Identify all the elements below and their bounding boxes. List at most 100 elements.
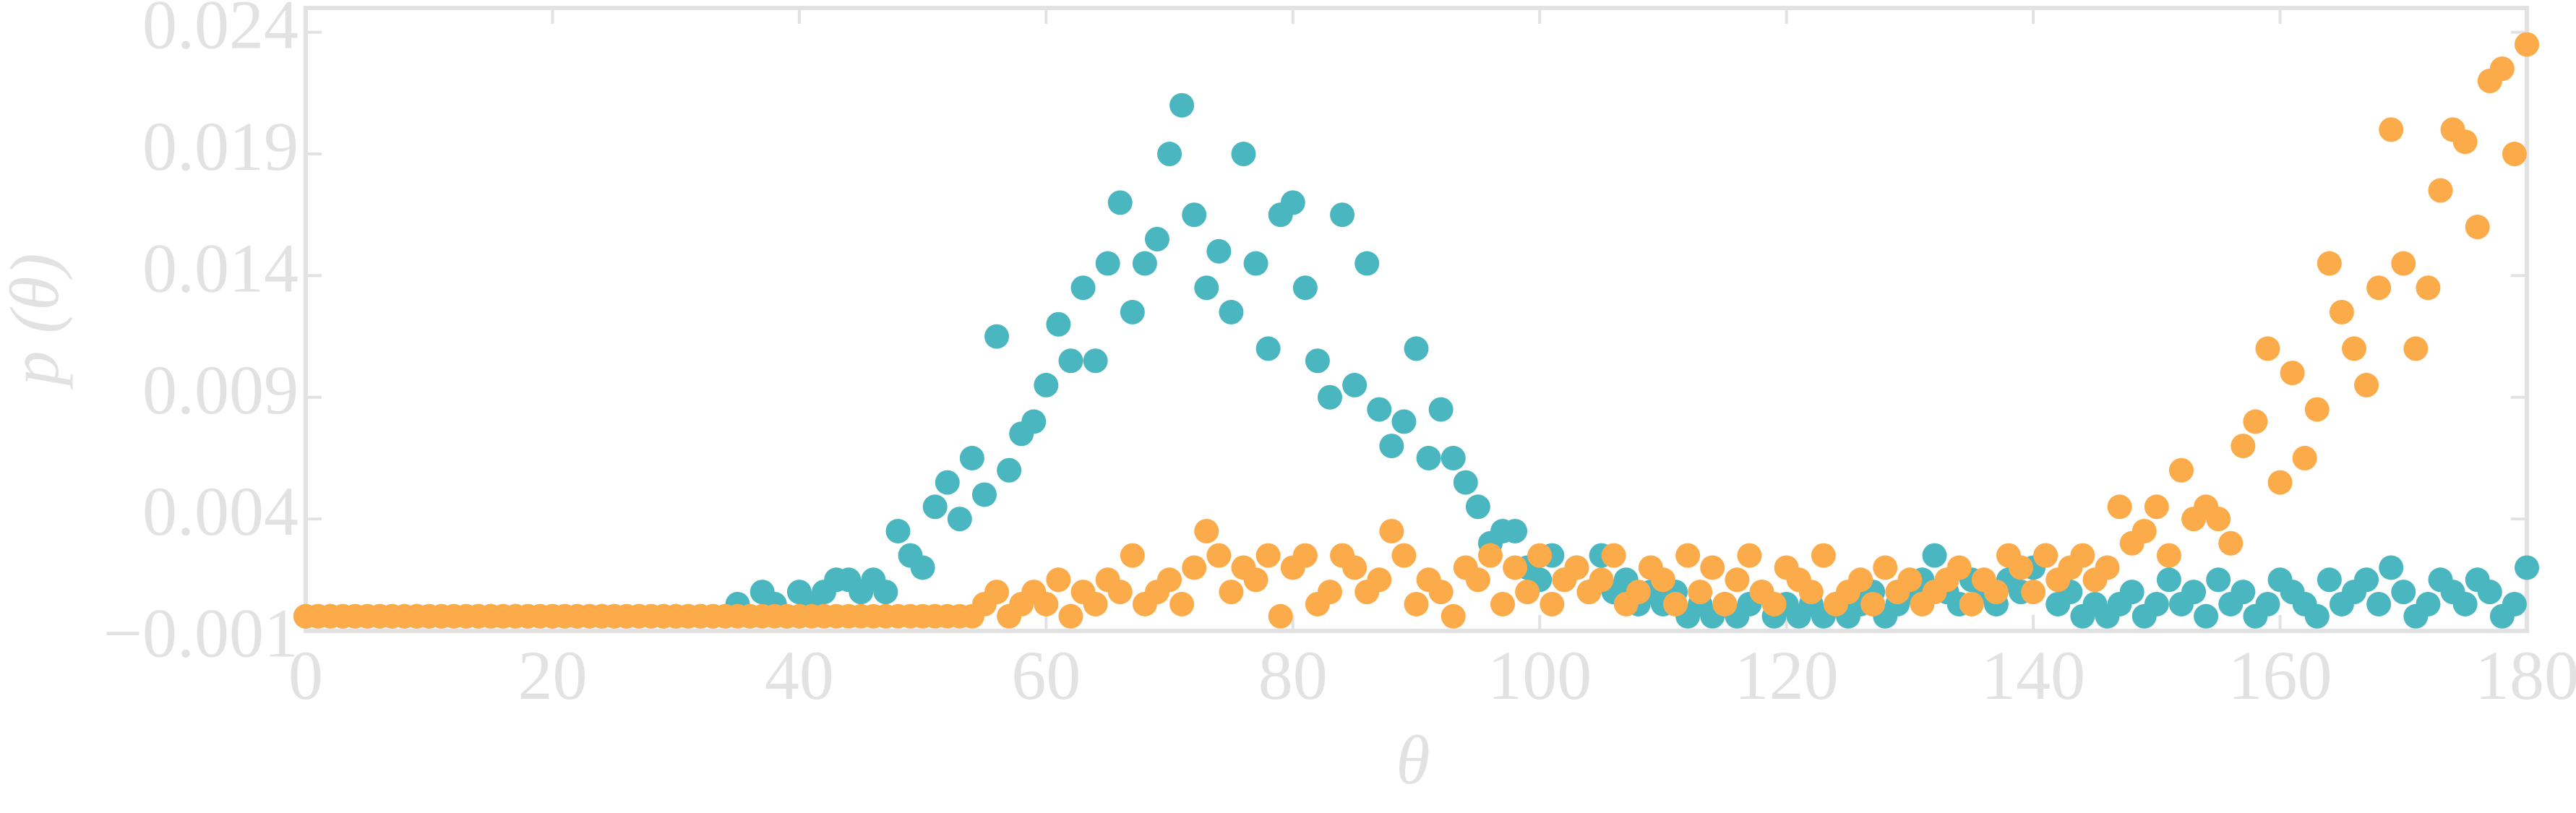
point [1206, 238, 1232, 264]
point [1416, 445, 1441, 470]
point [2304, 603, 2330, 629]
point [1292, 543, 1318, 568]
point [2144, 494, 2169, 520]
point [1983, 580, 2009, 605]
point [1811, 543, 1836, 568]
point [1268, 603, 1293, 629]
point [2243, 409, 2268, 434]
point [1083, 591, 1108, 616]
point [1107, 580, 1133, 605]
point [2156, 543, 2181, 568]
point [2280, 361, 2305, 386]
point [1305, 348, 1330, 374]
point [1404, 336, 1429, 361]
point [2379, 117, 2404, 142]
point [2304, 397, 2330, 422]
y-axis-label: p (θ) [0, 253, 73, 390]
point [1034, 591, 1059, 616]
point [2292, 445, 2317, 470]
point [2391, 580, 2416, 605]
point [1527, 543, 1553, 568]
point [2391, 251, 2416, 276]
point [2168, 457, 2194, 483]
point [1169, 93, 1195, 118]
point [1725, 567, 1750, 593]
point [1379, 518, 1404, 543]
point [947, 507, 972, 532]
point [1465, 494, 1490, 520]
point [1182, 202, 1207, 228]
point [2502, 591, 2527, 616]
x-tick-label: 20 [518, 637, 587, 714]
point [2354, 372, 2379, 397]
point [1897, 567, 1923, 593]
point [910, 555, 935, 580]
point [1601, 543, 1626, 568]
y-tick-label: 0.024 [142, 0, 299, 64]
point [1194, 518, 1219, 543]
point [1255, 336, 1281, 361]
point [1317, 580, 1342, 605]
point [997, 457, 1022, 483]
point [1465, 567, 1490, 593]
point [1441, 445, 1466, 470]
point [1515, 580, 1540, 605]
point [1070, 275, 1096, 301]
point [1144, 226, 1169, 251]
point [1083, 348, 1108, 374]
point [1626, 580, 1651, 605]
point [1379, 434, 1404, 459]
x-tick-label: 160 [2228, 637, 2332, 714]
point [1589, 567, 1614, 593]
point [1428, 580, 1454, 605]
point [1367, 567, 1392, 593]
point [2452, 129, 2478, 155]
x-tick-label: 100 [1487, 637, 1592, 714]
point [1243, 251, 1268, 276]
point [2515, 555, 2539, 580]
point [2206, 507, 2231, 532]
y-tick-label: 0.014 [142, 229, 299, 306]
point [1317, 384, 1342, 410]
point [1946, 555, 1972, 580]
point [1873, 555, 1898, 580]
point [1157, 567, 1182, 593]
point [2255, 591, 2280, 616]
point [2317, 251, 2342, 276]
y-tick-label: 0.004 [142, 473, 299, 550]
point [1441, 603, 1466, 629]
point [1330, 202, 1355, 228]
y-tick-label: 0.009 [142, 351, 299, 429]
point [1342, 555, 1368, 580]
y-tick-label: −0.001 [103, 595, 299, 672]
point [1058, 603, 1083, 629]
x-tick-label: 140 [1981, 637, 2085, 714]
point [1490, 591, 1516, 616]
point [1860, 591, 1886, 616]
point [2403, 336, 2429, 361]
point [1058, 348, 1083, 374]
x-axis-label: θ [1396, 721, 1430, 799]
point [1848, 567, 1873, 593]
point [1391, 409, 1417, 434]
point [2452, 591, 2478, 616]
point [1922, 543, 1947, 568]
point [1219, 580, 1244, 605]
point [1367, 397, 1392, 422]
point [1231, 142, 1256, 167]
point [1354, 251, 1380, 276]
point [1292, 275, 1318, 301]
point [2095, 555, 2120, 580]
point [1132, 251, 1157, 276]
point [1688, 580, 1713, 605]
point [2366, 591, 2392, 616]
point [1157, 142, 1182, 167]
point [1120, 299, 1145, 324]
point [2329, 299, 2354, 324]
point [1021, 409, 1047, 434]
point [2218, 530, 2244, 556]
point [1342, 372, 1368, 397]
point [2119, 580, 2144, 605]
point [1219, 299, 1244, 324]
point [1280, 190, 1305, 215]
